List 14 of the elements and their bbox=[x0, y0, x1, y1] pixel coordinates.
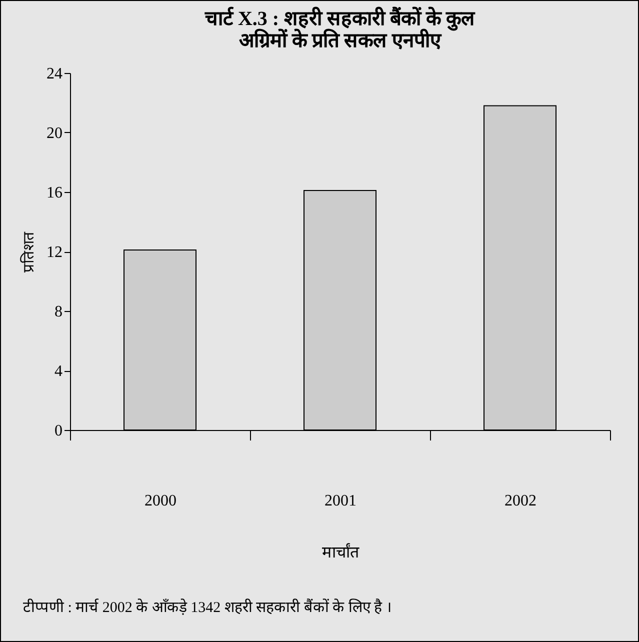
y-tick-label: 24 bbox=[46, 66, 62, 82]
x-axis-title: मार्चांत bbox=[322, 542, 360, 562]
y-axis-title: प्रतिशत bbox=[20, 232, 38, 272]
x-tick-label: 2001 bbox=[324, 492, 356, 510]
y-tick-label: 4 bbox=[54, 363, 62, 380]
x-tick-label: 2000 bbox=[144, 492, 176, 510]
y-tick-label: 20 bbox=[46, 125, 62, 142]
text: टीप्पणी : मार्च 2002 के आँकड़े 1342 शहरी सहकारी बैंकों के लिए है । bbox=[23, 598, 392, 617]
y-tick-label: 0 bbox=[54, 422, 62, 440]
y-tick-label: 12 bbox=[46, 244, 62, 261]
chart-title: चार्ट X.3 : शहरी सहकारी बैंकों के कुल अग्रिमों के प्रति सकल एनपीए bbox=[204, 6, 476, 52]
x-tick-label: 2002 bbox=[504, 492, 536, 510]
y-tick-label: 8 bbox=[54, 304, 62, 320]
y-tick-label: 16 bbox=[46, 184, 62, 202]
